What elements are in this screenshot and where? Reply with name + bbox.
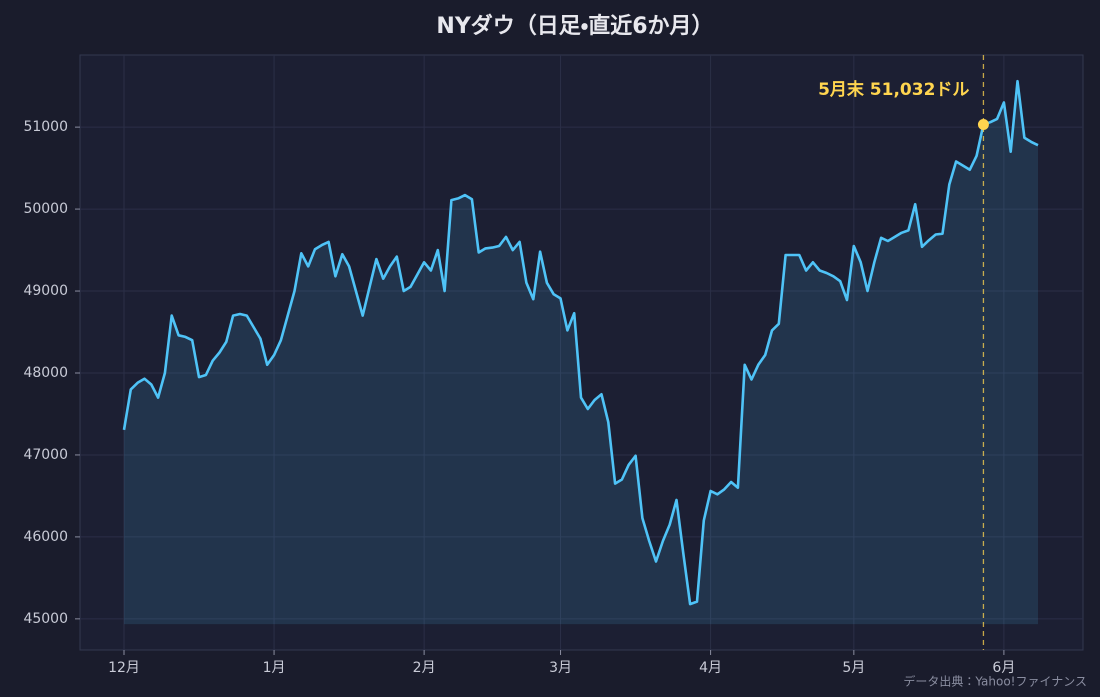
- x-tick-label: 4月: [699, 660, 722, 676]
- y-tick-label: 49000: [23, 283, 68, 299]
- source-note: データ出典：Yahoo!ファイナンス: [903, 674, 1087, 689]
- x-tick-label: 2月: [413, 660, 436, 676]
- plot-area: [79, 54, 1084, 651]
- chart-title: NYダウ（日足・直近6か月）: [436, 13, 713, 39]
- y-tick-label: 48000: [23, 365, 68, 381]
- x-tick-label: 5月: [842, 660, 865, 676]
- x-tick-label: 3月: [549, 660, 572, 676]
- y-tick-label: 50000: [23, 201, 68, 217]
- y-tick-label: 46000: [23, 529, 68, 545]
- area-fill: [124, 81, 1038, 625]
- highlight-marker: [977, 118, 989, 130]
- line: [122, 79, 1039, 606]
- y-tick-label: 51000: [23, 119, 68, 135]
- y-tick-label: 45000: [23, 611, 68, 627]
- x-tick-label: 12月: [108, 660, 140, 676]
- x-tick-label: 6月: [992, 660, 1015, 676]
- y-tick-label: 47000: [23, 447, 68, 463]
- highlight-label: 5月末 51,032ドル: [818, 79, 969, 100]
- x-tick-label: 1月: [263, 660, 286, 676]
